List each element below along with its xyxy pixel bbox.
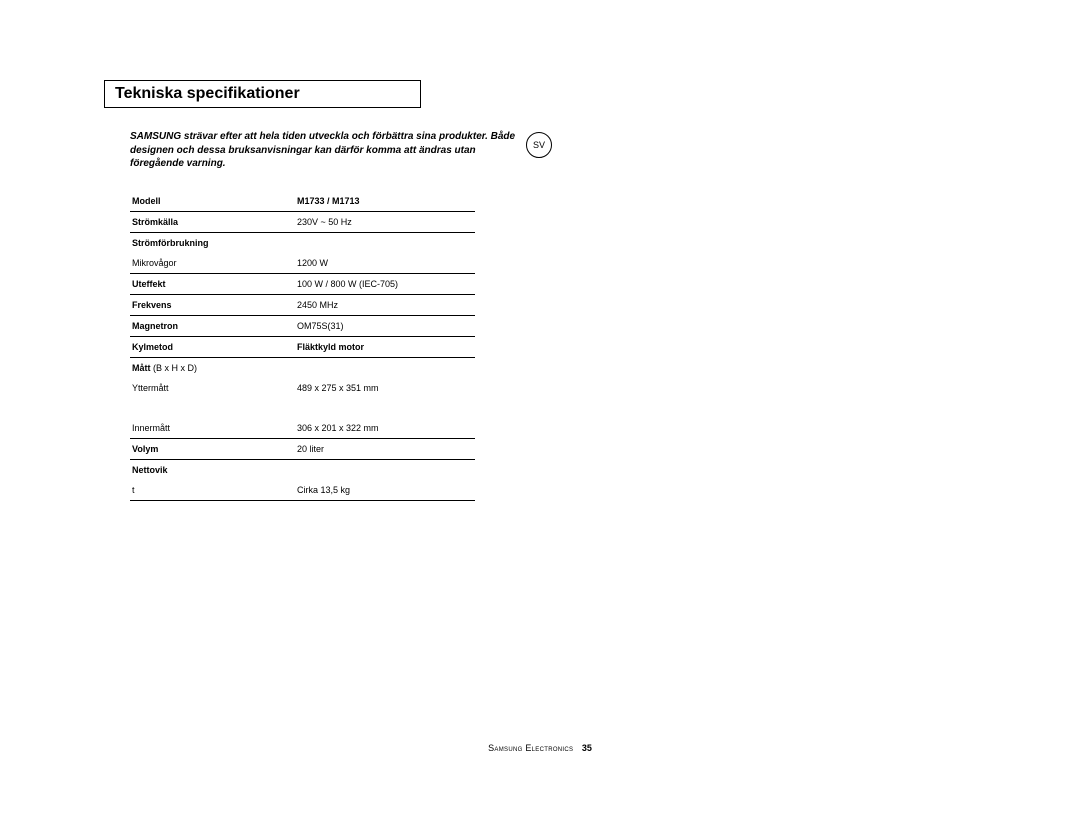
table-row: t Cirka 13,5 kg: [130, 480, 475, 501]
empty-cell: [130, 398, 295, 418]
cell-value: [295, 232, 475, 253]
cell-value: [295, 459, 475, 480]
intro-text: SAMSUNG strävar efter att hela tiden utv…: [130, 130, 520, 171]
page-title: Tekniska specifikationer: [115, 85, 300, 103]
footer-company: Samsung Electronics: [488, 743, 573, 753]
cell-value: OM75S(31): [295, 315, 475, 336]
cell-value: Fläktkyld motor: [295, 336, 475, 357]
cell-label: Innermått: [130, 418, 295, 439]
cell-label: t: [130, 480, 295, 501]
intro-row: SAMSUNG strävar efter att hela tiden utv…: [100, 122, 990, 171]
cell-label: Yttermått: [130, 378, 295, 398]
cell-label: Frekvens: [130, 294, 295, 315]
table-row: Nettovik: [130, 459, 475, 480]
table-row: Yttermått 489 x 275 x 351 mm: [130, 378, 475, 398]
table-row: Magnetron OM75S(31): [130, 315, 475, 336]
cell-value: 489 x 275 x 351 mm: [295, 378, 475, 398]
cell-label: Nettovik: [130, 459, 295, 480]
table-row: Innermått 306 x 201 x 322 mm: [130, 418, 475, 439]
cell-value: 20 liter: [295, 438, 475, 459]
table-row: Frekvens 2450 MHz: [130, 294, 475, 315]
cell-value: 100 W / 800 W (IEC-705): [295, 273, 475, 294]
cell-value: 2450 MHz: [295, 294, 475, 315]
cell-label: Kylmetod: [130, 336, 295, 357]
dims-suffix: (B x H x D): [151, 363, 198, 373]
dims-label: Mått: [132, 363, 151, 373]
table-row: Strömförbrukning: [130, 232, 475, 253]
spec-table: Modell M1733 / M1713 Strömkälla 230V ~ 5…: [130, 191, 475, 501]
empty-cell: [295, 398, 475, 418]
cell-value: 306 x 201 x 322 mm: [295, 418, 475, 439]
table-row: Mikrovågor 1200 W: [130, 253, 475, 274]
cell-value: 1200 W: [295, 253, 475, 274]
footer-page-number: 35: [582, 743, 592, 753]
cell-value: Cirka 13,5 kg: [295, 480, 475, 501]
header-label: Modell: [130, 191, 295, 212]
cell-label: Mikrovågor: [130, 253, 295, 274]
table-row: Mått (B x H x D): [130, 357, 475, 378]
cell-label: Magnetron: [130, 315, 295, 336]
cell-value: [295, 357, 475, 378]
table-row: Strömkälla 230V ~ 50 Hz: [130, 211, 475, 232]
cell-label: Strömförbrukning: [130, 232, 295, 253]
table-row: Kylmetod Fläktkyld motor: [130, 336, 475, 357]
page: Tekniska specifikationer SAMSUNG strävar…: [0, 0, 1080, 813]
cell-label: Strömkälla: [130, 211, 295, 232]
table-row: [130, 398, 475, 418]
table-header-row: Modell M1733 / M1713: [130, 191, 475, 212]
cell-label: Volym: [130, 438, 295, 459]
page-footer: Samsung Electronics 35: [0, 743, 1080, 753]
header-value: M1733 / M1713: [295, 191, 475, 212]
table-row: Volym 20 liter: [130, 438, 475, 459]
title-box: Tekniska specifikationer: [104, 80, 421, 108]
cell-value: 230V ~ 50 Hz: [295, 211, 475, 232]
language-badge: SV: [526, 132, 552, 158]
table-row: Uteffekt 100 W / 800 W (IEC-705): [130, 273, 475, 294]
cell-label: Mått (B x H x D): [130, 357, 295, 378]
cell-label: Uteffekt: [130, 273, 295, 294]
